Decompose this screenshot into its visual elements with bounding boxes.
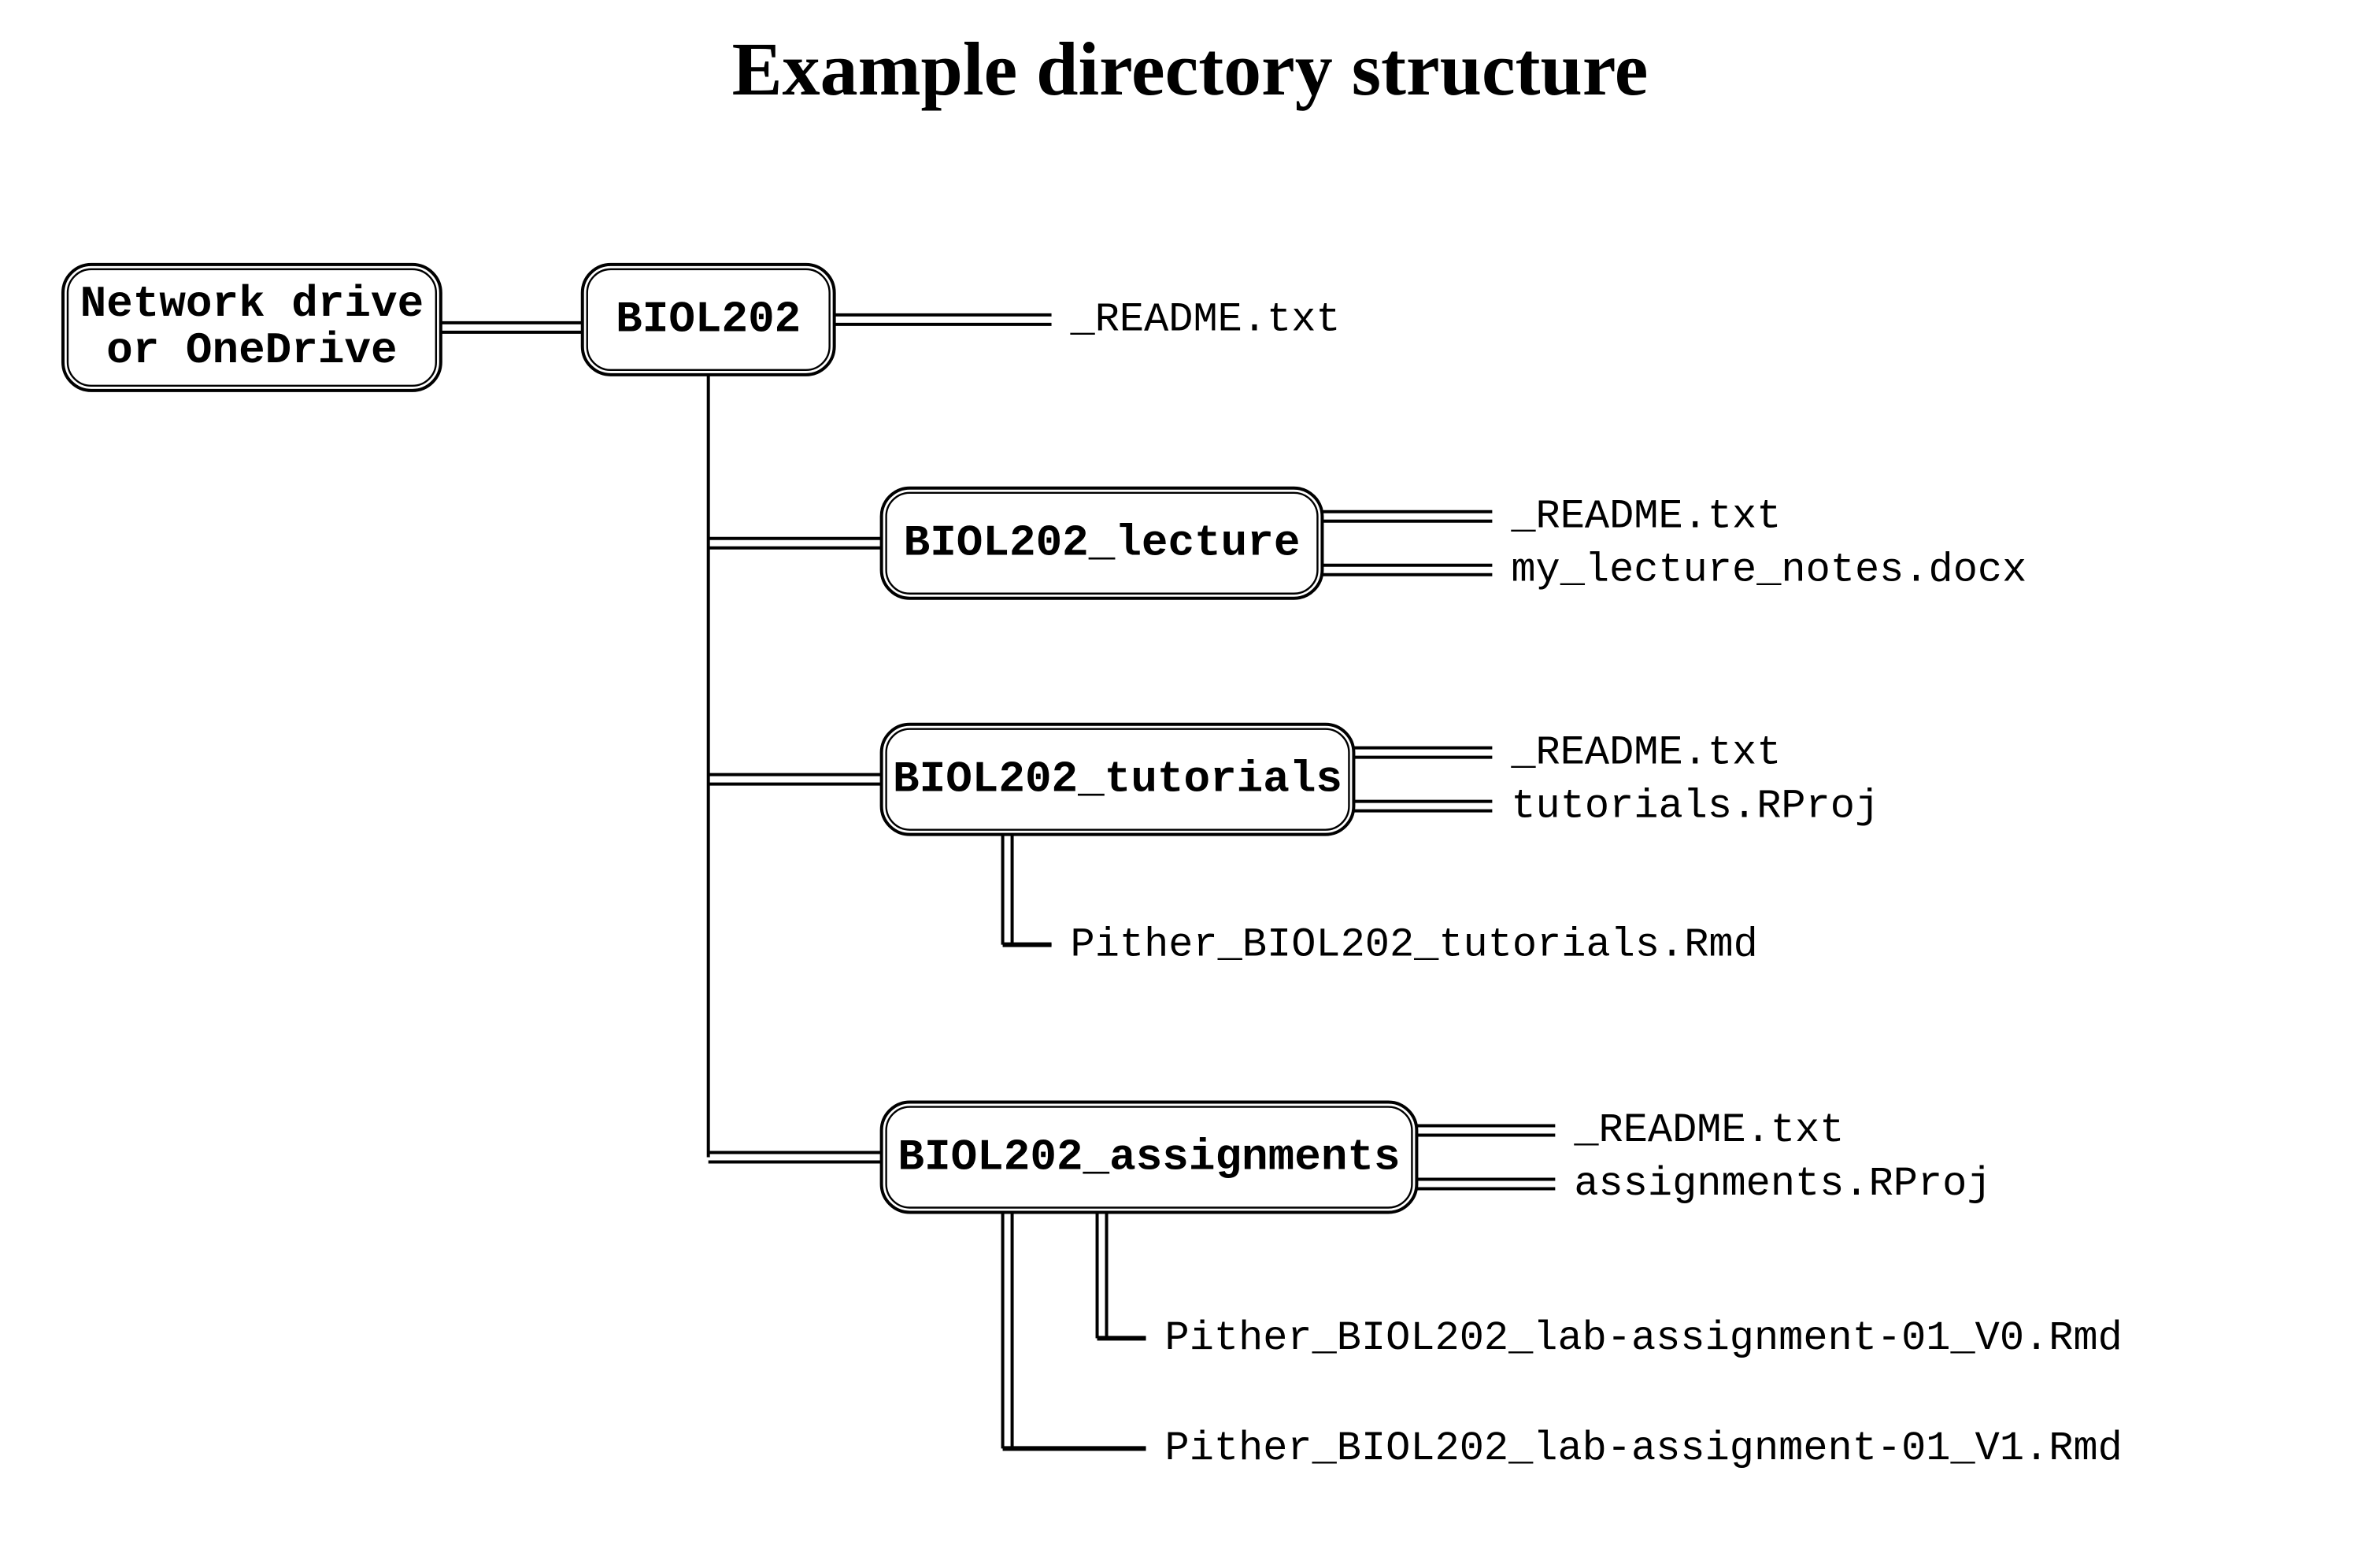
diagram-title: Example directory structure xyxy=(732,27,1649,111)
file-label: _README.txt xyxy=(1510,494,1781,540)
file-label: _README.txt xyxy=(1070,297,1341,343)
folder-label: Network drive xyxy=(80,279,424,329)
folder-label: BIOL202_tutorials xyxy=(893,754,1342,804)
file-label: Pither_BIOL202_lab-assignment-01_V0.Rmd xyxy=(1165,1315,2123,1362)
directory-diagram: Example directory structure Network drive… xyxy=(0,0,2380,1549)
file-label: Pither_BIOL202_tutorials.Rmd xyxy=(1071,921,1758,968)
file-label: assignments.RProj xyxy=(1574,1161,1991,1207)
folder-node-biol: BIOL202 xyxy=(583,265,835,375)
folder-node-root: Network driveor OneDrive xyxy=(63,265,441,391)
file-label: _README.txt xyxy=(1573,1107,1844,1154)
folder-node-asn: BIOL202_assignments xyxy=(882,1102,1417,1213)
file-label: my_lecture_notes.docx xyxy=(1511,547,2027,593)
folder-label: BIOL202_assignments xyxy=(898,1132,1400,1182)
file-label: _README.txt xyxy=(1510,729,1781,776)
folder-node-tut: BIOL202_tutorials xyxy=(882,724,1354,835)
file-label: tutorials.RProj xyxy=(1511,783,1879,829)
folder-label: BIOL202 xyxy=(616,295,801,345)
folder-label: BIOL202_lecture xyxy=(904,518,1301,569)
folder-label: or OneDrive xyxy=(106,325,397,376)
folder-node-lect: BIOL202_lecture xyxy=(882,488,1323,598)
file-label: Pither_BIOL202_lab-assignment-01_V1.Rmd xyxy=(1165,1425,2123,1472)
